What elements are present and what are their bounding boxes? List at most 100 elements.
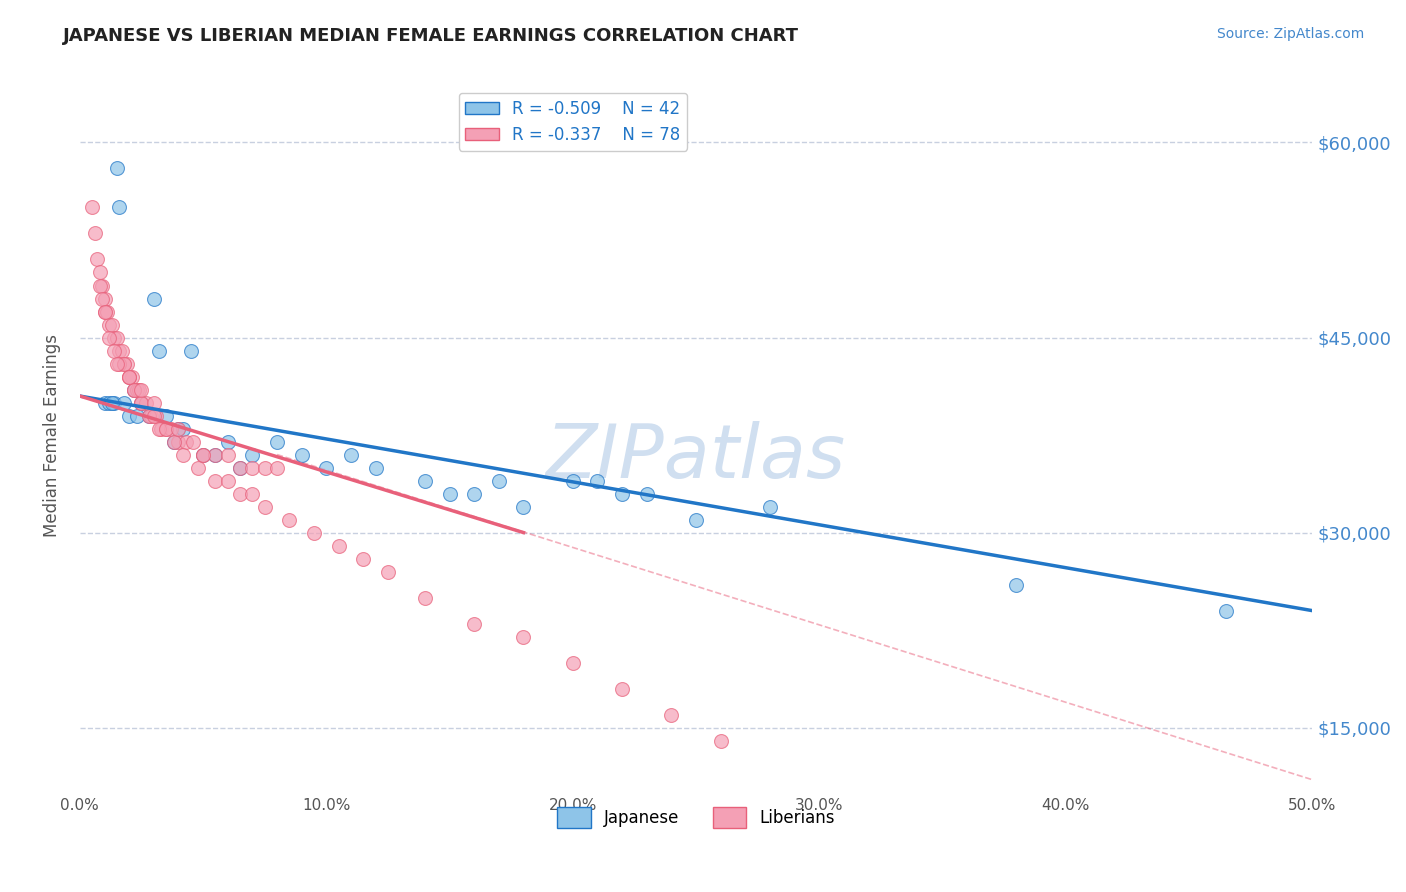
Point	[162, 434, 184, 449]
Point	[172, 448, 194, 462]
Point	[93, 395, 115, 409]
Point	[131, 383, 153, 397]
Point	[561, 474, 583, 488]
Point	[413, 591, 436, 605]
Point	[610, 486, 633, 500]
Point	[561, 656, 583, 670]
Point	[685, 512, 707, 526]
Point	[101, 318, 124, 332]
Point	[155, 421, 177, 435]
Point	[463, 616, 485, 631]
Point	[217, 448, 239, 462]
Point	[142, 292, 165, 306]
Point	[128, 383, 150, 397]
Point	[167, 421, 190, 435]
Point	[1005, 577, 1028, 591]
Point	[105, 161, 128, 176]
Point	[103, 395, 125, 409]
Point	[108, 357, 131, 371]
Point	[91, 278, 114, 293]
Point	[413, 474, 436, 488]
Point	[759, 500, 782, 514]
Point	[118, 369, 141, 384]
Point	[187, 460, 209, 475]
Point	[112, 395, 135, 409]
Point	[710, 733, 733, 747]
Text: Source: ZipAtlas.com: Source: ZipAtlas.com	[1216, 27, 1364, 41]
Point	[1215, 604, 1237, 618]
Point	[148, 421, 170, 435]
Point	[93, 304, 115, 318]
Point	[155, 409, 177, 423]
Point	[512, 630, 534, 644]
Point	[204, 448, 226, 462]
Point	[242, 486, 264, 500]
Point	[204, 474, 226, 488]
Point	[181, 434, 204, 449]
Point	[122, 383, 145, 397]
Point	[122, 383, 145, 397]
Point	[145, 409, 167, 423]
Point	[93, 292, 115, 306]
Point	[610, 681, 633, 696]
Point	[108, 343, 131, 358]
Point	[266, 460, 288, 475]
Point	[204, 448, 226, 462]
Point	[98, 318, 121, 332]
Point	[142, 395, 165, 409]
Point	[217, 474, 239, 488]
Point	[125, 383, 148, 397]
Point	[191, 448, 214, 462]
Point	[242, 460, 264, 475]
Point	[352, 551, 374, 566]
Point	[91, 292, 114, 306]
Point	[138, 409, 160, 423]
Point	[162, 434, 184, 449]
Point	[180, 343, 202, 358]
Point	[291, 448, 314, 462]
Point	[103, 330, 125, 344]
Point	[636, 486, 658, 500]
Point	[659, 707, 682, 722]
Point	[83, 227, 105, 241]
Point	[439, 486, 461, 500]
Point	[148, 343, 170, 358]
Point	[98, 330, 121, 344]
Point	[364, 460, 387, 475]
Point	[229, 460, 252, 475]
Point	[125, 409, 148, 423]
Text: ZIPatlas: ZIPatlas	[546, 420, 846, 492]
Point	[82, 201, 104, 215]
Point	[112, 357, 135, 371]
Point	[191, 448, 214, 462]
Legend: Japanese, Liberians: Japanese, Liberians	[551, 801, 841, 834]
Point	[155, 421, 177, 435]
Point	[103, 343, 125, 358]
Point	[463, 486, 485, 500]
Point	[89, 278, 111, 293]
Point	[131, 395, 153, 409]
Point	[191, 448, 214, 462]
Point	[253, 500, 276, 514]
Y-axis label: Median Female Earnings: Median Female Earnings	[44, 334, 60, 537]
Point	[488, 474, 510, 488]
Point	[340, 448, 363, 462]
Point	[278, 512, 301, 526]
Point	[586, 474, 609, 488]
Point	[229, 460, 252, 475]
Point	[122, 383, 145, 397]
Point	[118, 409, 141, 423]
Point	[217, 434, 239, 449]
Point	[118, 369, 141, 384]
Point	[86, 252, 108, 267]
Point	[111, 343, 134, 358]
Point	[172, 421, 194, 435]
Point	[121, 369, 143, 384]
Point	[167, 434, 190, 449]
Point	[105, 330, 128, 344]
Point	[512, 500, 534, 514]
Point	[160, 421, 183, 435]
Point	[253, 460, 276, 475]
Point	[135, 395, 157, 409]
Point	[131, 395, 153, 409]
